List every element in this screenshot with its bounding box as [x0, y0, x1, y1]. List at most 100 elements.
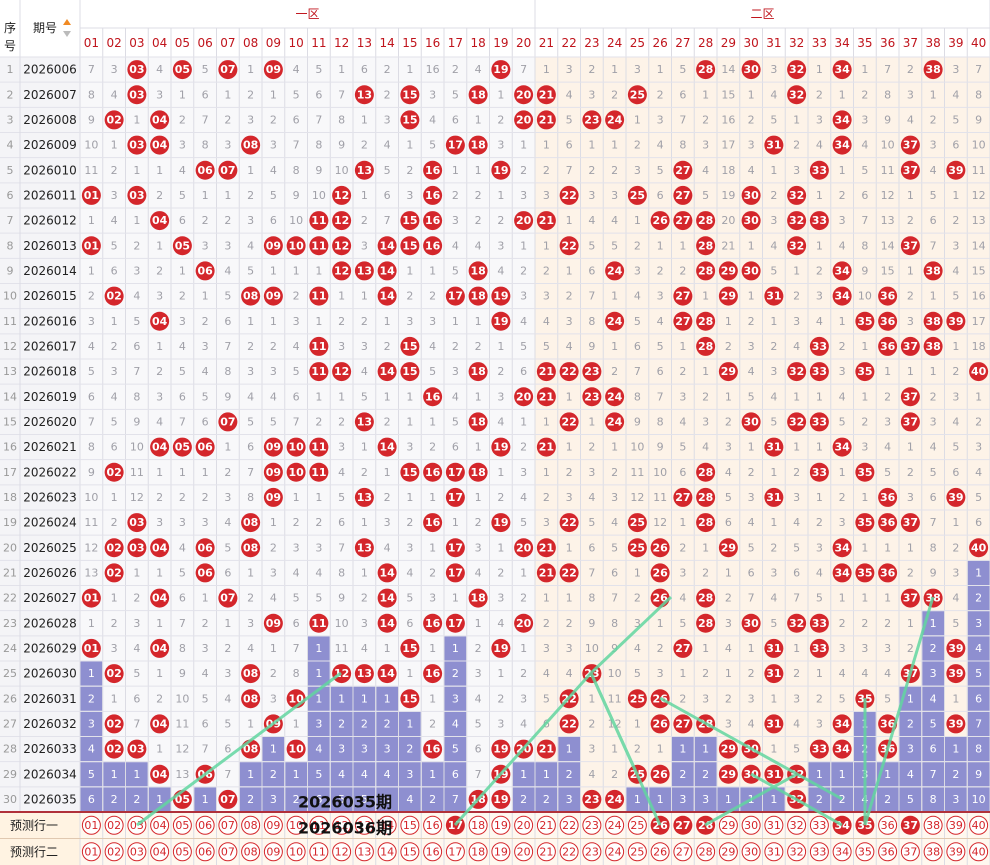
omission: 4 — [679, 592, 686, 605]
pred-ball[interactable] — [332, 842, 352, 862]
pred-ball-picked[interactable] — [832, 815, 852, 835]
ball-number: 17 — [448, 139, 463, 152]
pred-ball[interactable] — [627, 815, 647, 835]
pred-ball[interactable] — [172, 842, 192, 862]
pred-ball[interactable] — [514, 815, 534, 835]
pred-ball[interactable] — [536, 842, 556, 862]
pred-ball[interactable] — [377, 815, 397, 835]
pred-ball[interactable] — [514, 842, 534, 862]
pred-ball[interactable] — [354, 842, 374, 862]
pred-ball[interactable] — [969, 815, 989, 835]
ball — [172, 236, 192, 256]
omission: 5 — [384, 164, 391, 177]
pred-ball[interactable] — [150, 815, 170, 835]
ball-number: 15 — [402, 113, 417, 126]
pred-ball[interactable] — [627, 842, 647, 862]
pred-ball[interactable] — [309, 815, 329, 835]
pred-ball-picked[interactable] — [855, 815, 875, 835]
pred-ball[interactable] — [536, 815, 556, 835]
pred-ball[interactable] — [104, 842, 124, 862]
pred-ball[interactable] — [855, 842, 875, 862]
pred-ball[interactable] — [127, 842, 147, 862]
pred-ball[interactable] — [696, 842, 716, 862]
pred-ball[interactable] — [150, 842, 170, 862]
pred-ball-picked[interactable] — [900, 815, 920, 835]
omission: 2 — [520, 592, 527, 605]
pred-ball[interactable] — [309, 842, 329, 862]
pred-ball-picked[interactable] — [673, 815, 693, 835]
pred-ball[interactable] — [832, 842, 852, 862]
pred-ball[interactable] — [741, 815, 761, 835]
pred-ball[interactable] — [787, 815, 807, 835]
pred-ball-picked[interactable] — [650, 815, 670, 835]
omission: 2 — [475, 189, 482, 202]
ball — [559, 563, 579, 583]
omission: 7 — [88, 415, 95, 428]
pred-ball[interactable] — [445, 842, 465, 862]
pred-ball[interactable] — [878, 842, 898, 862]
pred-ball[interactable] — [263, 842, 283, 862]
pred-ball[interactable] — [354, 815, 374, 835]
pred-ball[interactable] — [559, 842, 579, 862]
pred-ball[interactable] — [582, 842, 602, 862]
pred-ball[interactable] — [946, 815, 966, 835]
ball — [104, 538, 124, 558]
pred-ball[interactable] — [423, 815, 443, 835]
pred-ball[interactable] — [718, 842, 738, 862]
pred-ball[interactable] — [81, 842, 101, 862]
pred-ball[interactable] — [946, 842, 966, 862]
pred-ball[interactable] — [923, 815, 943, 835]
omission: 1 — [406, 264, 413, 277]
pred-ball[interactable] — [878, 815, 898, 835]
omission: 2 — [384, 491, 391, 504]
pred-ball[interactable] — [764, 815, 784, 835]
pred-ball[interactable] — [969, 842, 989, 862]
pred-ball[interactable] — [104, 815, 124, 835]
ball-number: 20 — [516, 113, 532, 126]
pred-ball[interactable] — [241, 815, 261, 835]
pred-ball[interactable] — [718, 815, 738, 835]
pred-ball[interactable] — [172, 815, 192, 835]
pred-ball[interactable] — [809, 842, 829, 862]
pred-ball[interactable] — [923, 842, 943, 862]
pred-ball[interactable] — [900, 842, 920, 862]
pred-ball[interactable] — [195, 815, 215, 835]
pred-ball[interactable] — [263, 815, 283, 835]
pred-ball[interactable] — [741, 842, 761, 862]
pred-ball[interactable] — [400, 815, 420, 835]
pred-ball[interactable] — [286, 842, 306, 862]
pred-ball[interactable] — [286, 815, 306, 835]
ball — [627, 185, 647, 205]
pred-ball[interactable] — [809, 815, 829, 835]
pred-ball[interactable] — [468, 842, 488, 862]
pred-ball[interactable] — [559, 815, 579, 835]
pred-ball[interactable] — [241, 842, 261, 862]
omission: 1 — [475, 441, 482, 454]
pred-ball[interactable] — [673, 842, 693, 862]
pred-ball[interactable] — [423, 842, 443, 862]
pred-ball[interactable] — [491, 842, 511, 862]
pred-ball[interactable] — [787, 842, 807, 862]
pred-ball[interactable] — [650, 842, 670, 862]
pred-ball[interactable] — [582, 815, 602, 835]
omission: 6 — [224, 566, 231, 579]
pred-ball[interactable] — [218, 842, 238, 862]
pred-ball[interactable] — [377, 842, 397, 862]
omission: 3 — [202, 642, 209, 655]
pred-ball[interactable] — [491, 815, 511, 835]
ball-number: 22 — [561, 239, 576, 252]
pred-ball[interactable] — [81, 815, 101, 835]
pred-ball[interactable] — [468, 815, 488, 835]
ball-number: 28 — [698, 239, 713, 252]
omission-bar — [444, 762, 467, 787]
omission: 4 — [179, 541, 186, 554]
pred-ball[interactable] — [218, 815, 238, 835]
pred-ball[interactable] — [195, 842, 215, 862]
pred-ball[interactable] — [605, 842, 625, 862]
pred-ball[interactable] — [332, 815, 352, 835]
pred-ball[interactable] — [400, 842, 420, 862]
pred-number: 12 — [335, 845, 349, 858]
pred-ball[interactable] — [764, 842, 784, 862]
pred-ball[interactable] — [605, 815, 625, 835]
omission: 4 — [156, 63, 163, 76]
